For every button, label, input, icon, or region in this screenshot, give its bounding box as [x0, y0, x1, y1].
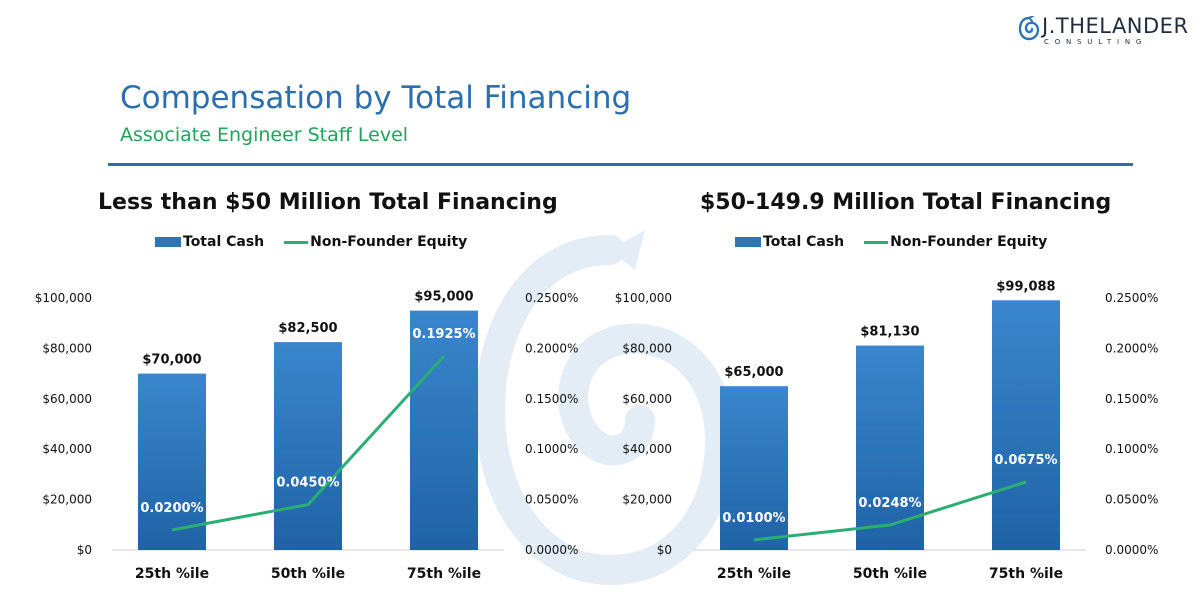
page-subtitle: Associate Engineer Staff Level [120, 124, 409, 146]
equity-value-label: 0.0200% [140, 501, 203, 516]
bar-value-label: $82,500 [278, 321, 337, 336]
y-left-tick-label: $40,000 [42, 442, 92, 456]
chart-title: Less than $50 Million Total Financing [98, 190, 558, 215]
y-left-tick-label: $40,000 [622, 442, 672, 456]
legend-swatch-equity [284, 240, 309, 244]
y-right-tick-label: 0.0000% [1105, 543, 1158, 557]
logo-brand: J.THELANDER [1042, 14, 1189, 38]
equity-value-label: 0.0248% [858, 496, 921, 511]
y-left-tick-label: $80,000 [42, 341, 92, 355]
y-left-tick-label: $100,000 [35, 291, 92, 305]
page-title: Compensation by Total Financing [120, 80, 632, 116]
y-left-tick-label: $20,000 [42, 493, 92, 507]
bar-value-label: $95,000 [414, 290, 473, 305]
bar-total-cash [856, 345, 924, 550]
y-left-tick-label: $80,000 [622, 341, 672, 355]
legend-swatch-total-cash [735, 237, 761, 247]
bar-total-cash [992, 300, 1060, 550]
watermark-spiral-icon [474, 230, 730, 586]
y-right-tick-label: 0.2500% [525, 291, 578, 305]
y-left-tick-label: $60,000 [622, 392, 672, 406]
company-logo: J.THELANDER CONSULTING [1018, 12, 1188, 48]
equity-value-label: 0.1925% [412, 327, 475, 342]
chart-plot: $0 $20,000 $40,000 $60,000 $80,000 $100,000 0.… [35, 290, 579, 582]
x-category-label: 75th %ile [989, 566, 1063, 582]
x-category-label: 25th %ile [717, 566, 791, 582]
legend-label-equity: Non-Founder Equity [890, 234, 1048, 250]
y-right-tick-label: 0.2000% [1105, 341, 1158, 355]
y-left-tick-label: $60,000 [42, 392, 92, 406]
legend-swatch-total-cash [155, 237, 181, 247]
y-right-tick-label: 0.1500% [1105, 392, 1158, 406]
equity-value-label: 0.0100% [722, 511, 785, 526]
bar-value-label: $70,000 [142, 353, 201, 368]
bar-total-cash [138, 373, 206, 550]
title-divider [108, 163, 1133, 166]
chart-plot: $0 $20,000 $40,000 $60,000 $80,000 $100,000 0.… [615, 279, 1159, 582]
y-left-tick-label: $20,000 [622, 493, 672, 507]
legend-label-total-cash: Total Cash [763, 234, 845, 250]
y-right-tick-label: 0.1500% [525, 392, 578, 406]
bar-value-label: $81,130 [860, 325, 919, 340]
y-right-tick-label: 0.2500% [1105, 291, 1158, 305]
x-category-label: 50th %ile [853, 566, 927, 582]
bar-value-label: $65,000 [724, 365, 783, 380]
equity-value-label: 0.0675% [994, 453, 1057, 468]
chart-50-to-149m: $50-149.9 Million Total Financing Total … [580, 180, 1180, 600]
equity-value-label: 0.0450% [276, 476, 339, 491]
chart-title: $50-149.9 Million Total Financing [700, 190, 1112, 215]
x-category-label: 75th %ile [407, 566, 481, 582]
bar-value-label: $99,088 [996, 279, 1055, 294]
y-left-tick-label: $100,000 [615, 291, 672, 305]
y-right-tick-label: 0.0500% [525, 493, 578, 507]
chart-legend: Total Cash Non-Founder Equity [735, 234, 1047, 250]
legend-label-total-cash: Total Cash [183, 234, 265, 250]
y-right-tick-label: 0.1000% [525, 442, 578, 456]
legend-label-equity: Non-Founder Equity [310, 234, 468, 250]
x-category-label: 25th %ile [135, 566, 209, 582]
y-right-tick-label: 0.2000% [525, 341, 578, 355]
x-category-label: 50th %ile [271, 566, 345, 582]
y-right-tick-label: 0.1000% [1105, 442, 1158, 456]
spiral-logo-icon [1018, 16, 1040, 41]
y-left-tick-label: $0 [657, 543, 672, 557]
chart-less-than-50m: Less than $50 Million Total Financing To… [0, 180, 600, 600]
bar-total-cash [410, 310, 478, 550]
y-left-tick-label: $0 [77, 543, 92, 557]
bar-total-cash [720, 386, 788, 550]
bar-total-cash [274, 342, 342, 550]
y-right-tick-label: 0.0000% [525, 543, 578, 557]
y-right-tick-label: 0.0500% [1105, 493, 1158, 507]
chart-legend: Total Cash Non-Founder Equity [155, 234, 467, 250]
logo-tagline: CONSULTING [1044, 38, 1148, 46]
legend-swatch-equity [864, 240, 889, 244]
